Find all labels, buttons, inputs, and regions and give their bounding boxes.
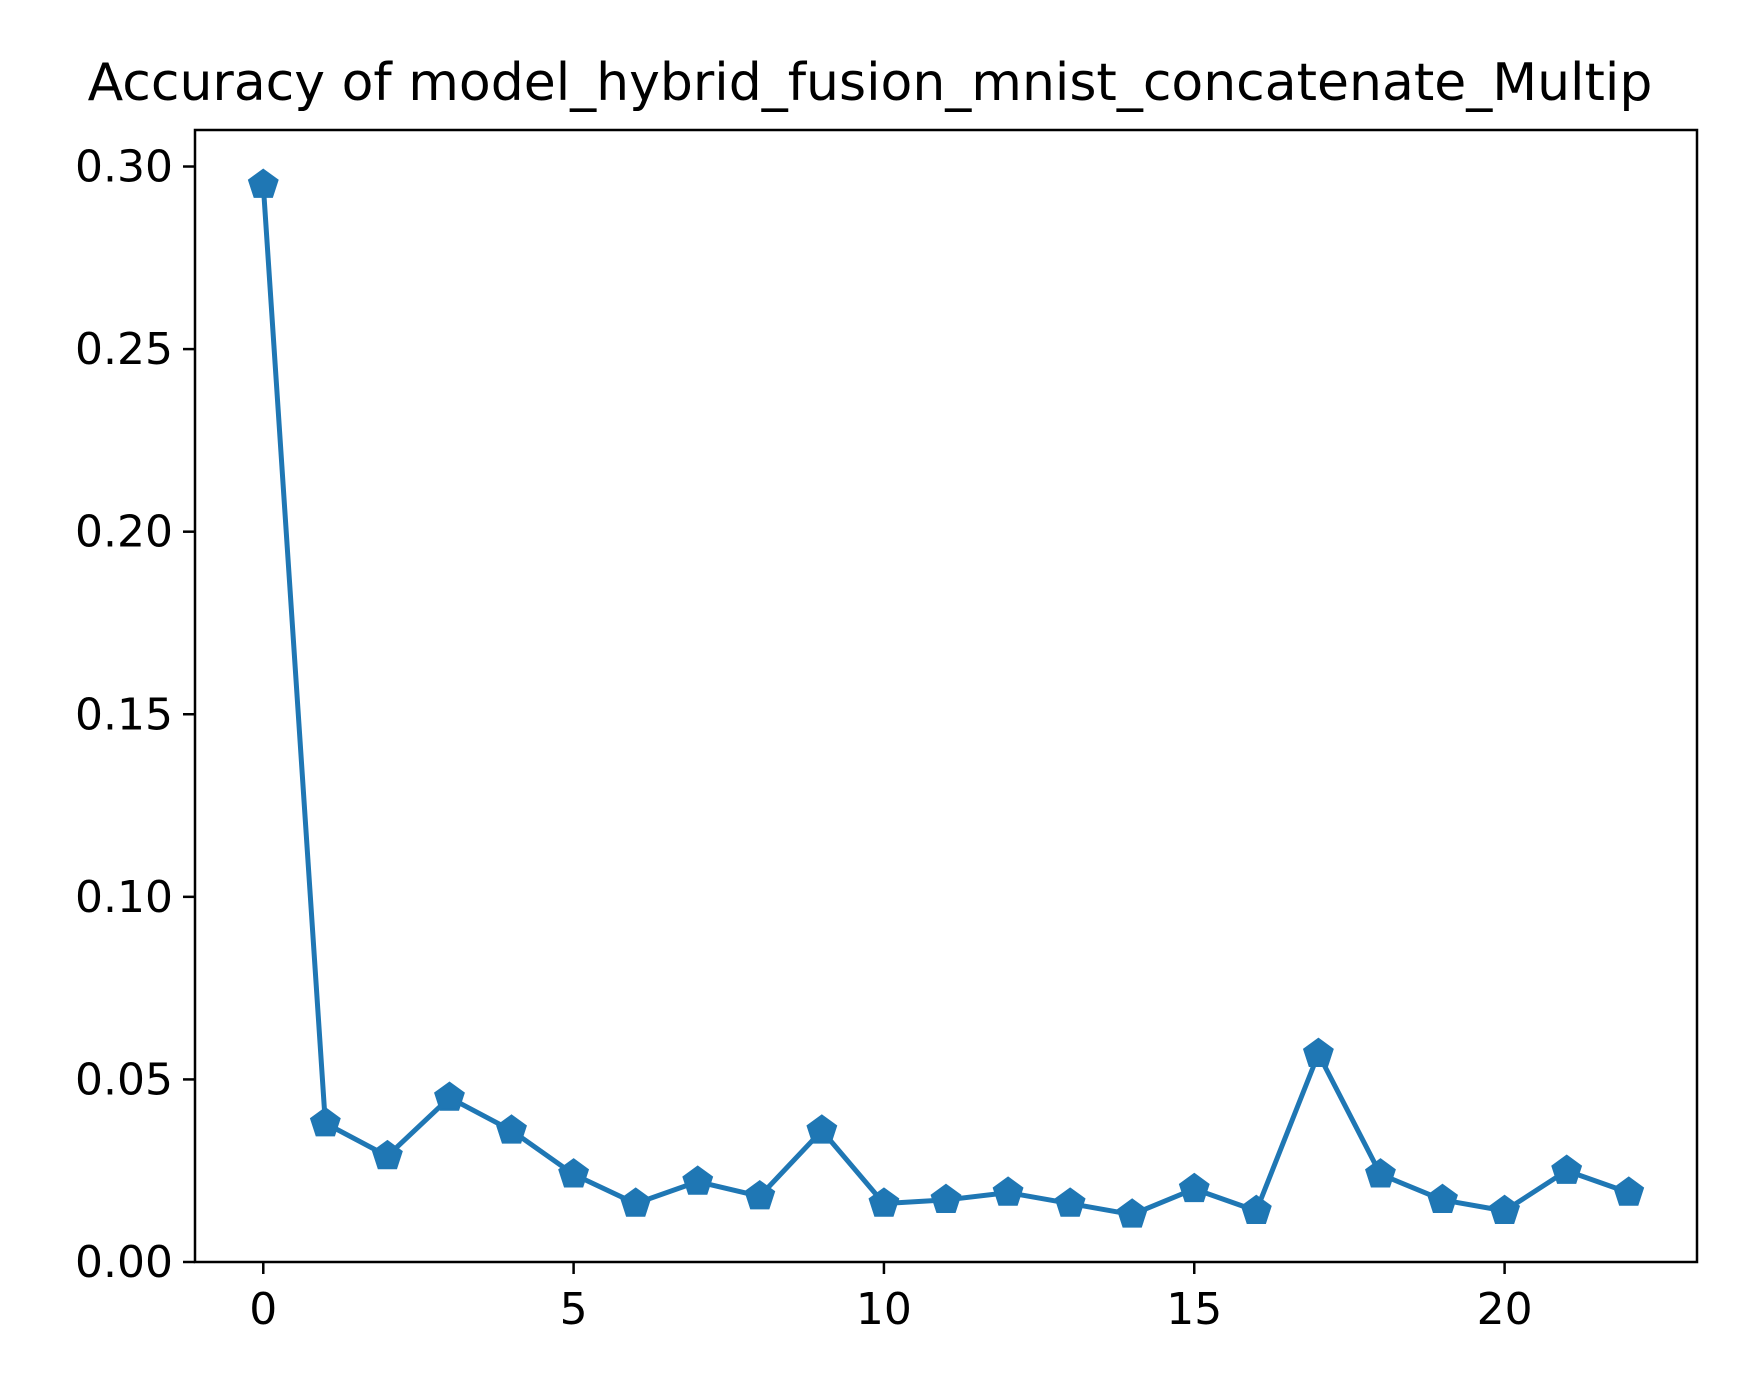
data-point <box>744 1180 776 1210</box>
data-point <box>309 1107 341 1137</box>
data-point <box>1302 1037 1334 1067</box>
data-point <box>496 1114 527 1144</box>
y-tick-label: 0.15 <box>75 689 173 740</box>
x-tick-label: 10 <box>856 1284 912 1335</box>
chart-title: Accuracy of model_hybrid_fusion_mnist_co… <box>88 53 1653 113</box>
plot-frame <box>193 128 1699 1264</box>
data-point <box>1613 1176 1645 1206</box>
x-tick-label: 20 <box>1477 1284 1533 1335</box>
data-point <box>1054 1187 1086 1217</box>
y-tick-label: 0.00 <box>75 1237 173 1288</box>
data-point <box>1240 1194 1272 1225</box>
data-point <box>682 1165 714 1195</box>
y-tick-label: 0.10 <box>75 872 173 923</box>
data-point <box>1427 1183 1458 1214</box>
series-line <box>260 182 1632 1218</box>
plot-series <box>247 168 1645 1228</box>
data-point <box>247 168 279 198</box>
x-axis: 0 5 10 15 20 <box>249 1262 1533 1335</box>
x-tick-label: 5 <box>560 1284 588 1335</box>
data-point <box>1489 1194 1521 1225</box>
x-tick-label: 0 <box>249 1284 277 1335</box>
data-point <box>558 1158 590 1188</box>
data-point <box>806 1114 838 1144</box>
data-point <box>620 1187 652 1217</box>
data-point <box>1365 1158 1396 1188</box>
data-point <box>1551 1154 1583 1184</box>
data-point <box>930 1183 962 1214</box>
data-point <box>992 1176 1024 1206</box>
y-tick-label: 0.05 <box>75 1054 173 1105</box>
data-point <box>371 1139 403 1170</box>
y-tick-label: 0.30 <box>75 142 173 193</box>
data-point <box>868 1187 900 1217</box>
x-tick-label: 15 <box>1166 1284 1222 1335</box>
y-axis: 0.00 0.05 0.10 0.15 0.20 0.25 0.30 <box>75 142 195 1288</box>
data-point <box>434 1081 465 1111</box>
data-point <box>1178 1172 1210 1203</box>
y-tick-label: 0.20 <box>75 507 173 558</box>
y-tick-label: 0.25 <box>75 324 173 375</box>
data-point <box>1116 1198 1148 1228</box>
